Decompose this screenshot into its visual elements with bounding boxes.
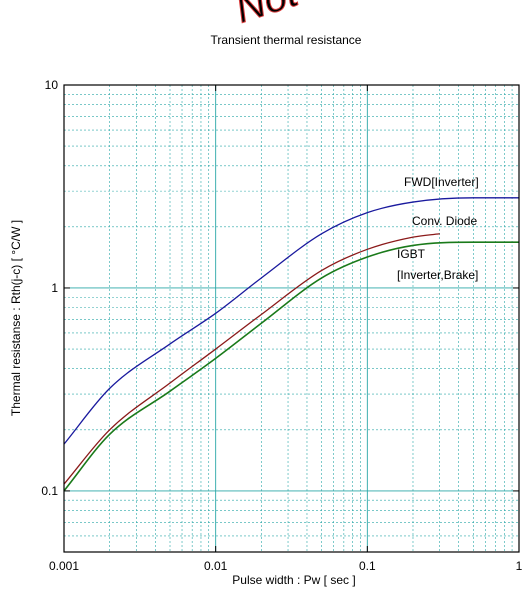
series-label-igbt-sub: [Inverter,Brake] <box>397 268 478 282</box>
series-line-fwd <box>63 197 519 445</box>
series-line-conv-diode <box>63 233 440 485</box>
series-label-igbt: IGBT <box>397 247 426 261</box>
series-label-fwd: FWD[Inverter] <box>404 175 479 189</box>
series-label-conv-diode: Conv. Diode <box>412 214 477 228</box>
grid-lines <box>63 85 519 553</box>
tick-labels: 0.001 0.01 0.1 1 0.1 1 10 <box>41 78 522 573</box>
y-tick-label: 0.1 <box>41 484 58 498</box>
x-tick-label: 0.01 <box>204 559 228 573</box>
watermark-text: Not <box>230 0 305 32</box>
series-layer <box>63 197 519 492</box>
x-tick-label: 0.1 <box>359 559 376 573</box>
series-line-igbt <box>63 241 519 492</box>
y-axis-label: Thermal resistanse : Rth(j-c) [ °C/W ] <box>9 220 23 416</box>
chart-title: Transient thermal resistance <box>211 33 362 47</box>
plot-frame <box>63 84 520 553</box>
y-tick-label: 10 <box>45 78 59 92</box>
x-tick-label: 1 <box>516 559 523 573</box>
y-tick-label: 1 <box>51 281 58 295</box>
x-axis-label: Pulse width : Pw [ sec ] <box>232 573 355 587</box>
x-tick-label: 0.001 <box>49 559 79 573</box>
